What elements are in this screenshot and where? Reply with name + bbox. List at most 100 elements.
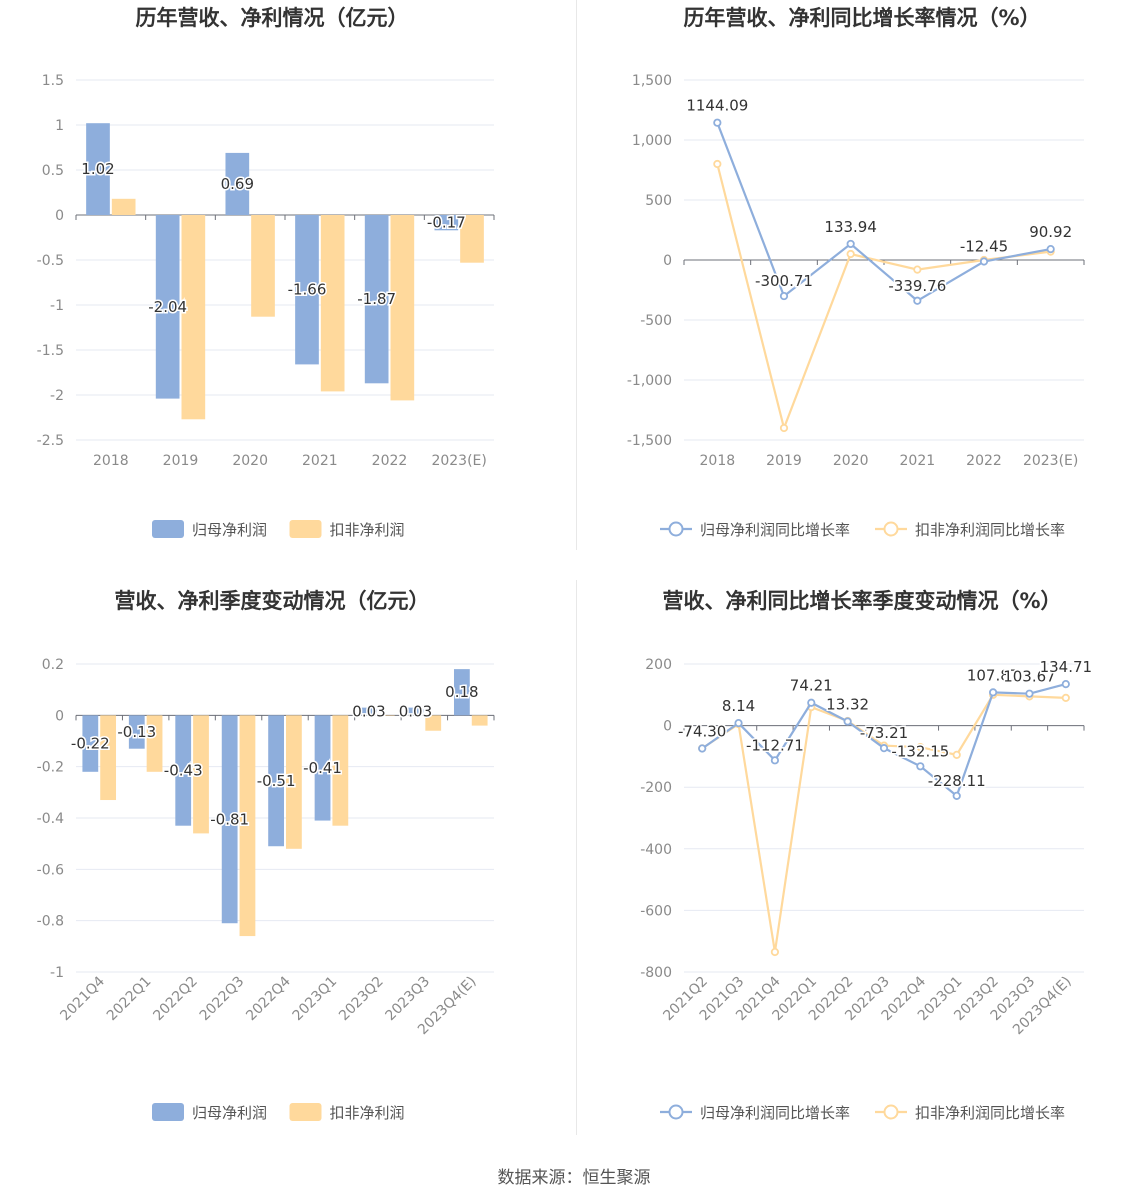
data-label: 8.14: [722, 697, 755, 715]
x-tick-label: 2022: [372, 453, 408, 469]
bar: [314, 715, 331, 821]
y-tick-label: 0: [663, 253, 672, 269]
data-point: [713, 118, 722, 127]
bar: [82, 715, 99, 772]
bar: [193, 715, 209, 834]
data-label: -228.11: [928, 772, 986, 790]
legend-label: 归母净利润: [192, 521, 267, 539]
y-tick-label: 1,500: [632, 73, 672, 89]
y-tick-label: -500: [640, 313, 672, 329]
data-point: [713, 159, 722, 169]
y-tick-label: 0: [55, 208, 64, 224]
y-tick-label: -200: [640, 780, 672, 796]
bar: [407, 707, 424, 716]
y-tick-label: -0.6: [37, 862, 64, 878]
legend-label: 扣非净利润同比增长率: [915, 1104, 1065, 1122]
data-point: [779, 291, 789, 301]
chart-title: 营收、净利季度变动情况（亿元）: [115, 589, 430, 613]
legend-label: 扣非净利润: [330, 1104, 405, 1122]
x-tick-label: 2019: [766, 453, 802, 469]
data-point: [846, 239, 855, 249]
y-tick-label: 0.5: [42, 163, 64, 179]
y-tick-label: -1: [50, 965, 64, 981]
x-tick-label: 2021Q4: [57, 973, 108, 1024]
data-label: -0.81: [210, 810, 249, 828]
bar: [378, 715, 395, 716]
bar: [155, 215, 180, 399]
data-label: 1144.09: [686, 97, 748, 115]
data-point: [1061, 680, 1070, 689]
data-label: -0.51: [257, 772, 296, 790]
bar: [225, 152, 250, 215]
data-point: [913, 265, 922, 274]
x-tick-label: 2020: [833, 453, 869, 469]
data-label: -1.87: [357, 290, 396, 308]
y-tick-label: 0: [663, 719, 672, 735]
legend: 归母净利润 扣非净利润: [152, 520, 405, 539]
legend-swatch: [289, 1103, 322, 1121]
y-tick-label: 1.5: [42, 73, 64, 89]
bar: [390, 215, 415, 401]
data-label: -74.30: [678, 722, 726, 740]
data-label: 74.21: [790, 677, 833, 695]
legend-label: 扣非净利润: [330, 521, 405, 539]
data-label: -0.43: [164, 762, 203, 780]
x-tick-label: 2023(E): [431, 453, 486, 469]
data-label: 103.67: [1003, 668, 1056, 686]
data-label: 13.32: [826, 695, 869, 713]
bar: [239, 715, 256, 937]
x-tick-label: 2022Q1: [104, 974, 155, 1025]
x-tick-label: 2023Q2: [336, 974, 387, 1025]
bar: [111, 198, 136, 215]
bar: [364, 215, 389, 384]
y-tick-label: 500: [645, 193, 672, 209]
data-point: [770, 756, 780, 765]
bar: [471, 715, 488, 726]
data-point: [1046, 244, 1055, 254]
x-tick-label: 2023Q1: [290, 974, 341, 1025]
bar: [181, 215, 206, 420]
data-label: 133.94: [824, 218, 877, 236]
data-label: 0.69: [221, 175, 254, 193]
data-point: [807, 698, 816, 707]
bar: [100, 715, 117, 801]
y-tick-label: -1.5: [37, 343, 64, 359]
divider-bottom: [576, 580, 577, 1135]
chart-quarterly-profit: 营收、净利季度变动情况（亿元）0.20-0.2-0.4-0.6-0.8-1202…: [37, 589, 495, 1122]
legend: 归母净利润同比增长率 扣非净利润同比增长率: [660, 1104, 1065, 1122]
data-point: [988, 688, 998, 697]
bar: [361, 707, 377, 716]
data-point: [1025, 689, 1034, 698]
data-label: 0.18: [445, 683, 478, 701]
legend-label: 归母净利润: [192, 1104, 267, 1122]
y-tick-label: -400: [640, 842, 672, 858]
y-tick-label: -2.5: [37, 433, 64, 449]
data-point: [1061, 693, 1070, 702]
data-label: 134.71: [1040, 658, 1093, 676]
data-label: -0.41: [303, 759, 342, 777]
data-label: -12.45: [960, 237, 1008, 255]
x-tick-label: 2022Q4: [243, 973, 294, 1024]
data-label: 0.03: [399, 702, 432, 720]
data-point: [698, 744, 707, 753]
legend-swatch: [289, 520, 322, 538]
bar: [128, 715, 145, 749]
y-tick-label: -0.8: [37, 914, 64, 930]
data-label: 90.92: [1029, 223, 1072, 241]
chart-title: 历年营收、净利情况（亿元）: [136, 6, 409, 30]
legend-label: 扣非净利润同比增长率: [915, 521, 1065, 539]
bar: [332, 715, 349, 826]
data-point: [916, 743, 925, 752]
data-label: 1.02: [81, 160, 114, 178]
data-label: -112.71: [746, 736, 804, 754]
y-tick-label: -1: [50, 298, 64, 314]
chart-quarterly-growth: 营收、净利同比增长率季度变动情况（%）2000-200-400-600-8002…: [640, 589, 1093, 1122]
legend-swatch-marker: [883, 1104, 899, 1120]
bar: [146, 715, 163, 772]
y-tick-label: 0.2: [42, 657, 64, 673]
data-point: [952, 791, 961, 800]
x-tick-label: 2022: [966, 453, 1002, 469]
data-label: -73.21: [860, 724, 908, 742]
legend-label: 归母净利润同比增长率: [700, 521, 850, 539]
data-point: [770, 947, 780, 957]
